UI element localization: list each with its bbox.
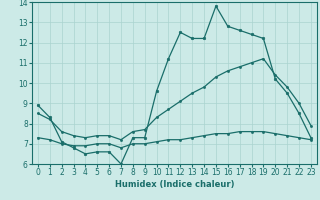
X-axis label: Humidex (Indice chaleur): Humidex (Indice chaleur) <box>115 180 234 189</box>
